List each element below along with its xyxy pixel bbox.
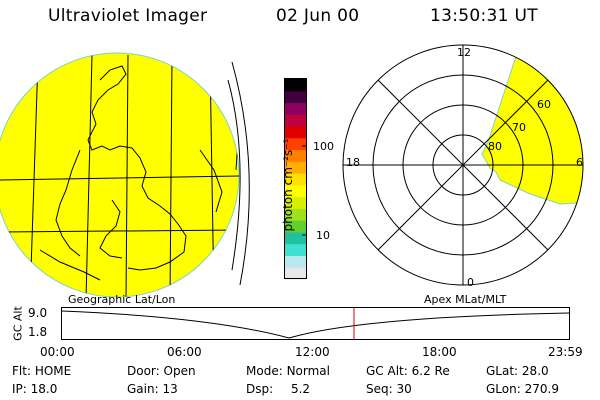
colorbar-stripe [285,208,306,221]
coastlines [39,65,239,281]
colorbar-stripe [285,184,306,198]
colorbar-stripe [285,137,306,151]
status-seq: Seq: 30 [366,382,412,396]
colorbar-unit-label: photon cm⁻²s⁻¹ [281,138,295,232]
timeline-xtick-1: 06:00 [167,345,202,359]
colorbar-tick-10: 10 [316,229,330,242]
observation-time: 13:50:31 UT [430,6,538,26]
timeline-xtick-4: 23:59 [548,345,583,359]
altitude-trace [61,310,570,339]
colorbar-stripe [285,114,306,127]
polar-lat-70: 70 [512,121,526,134]
globe-grid [0,54,239,297]
polar-label-18: 18 [346,156,360,169]
observation-date: 02 Jun 00 [276,6,360,26]
globe-image [0,52,250,298]
status-glon: GLon: 270.9 [486,382,559,396]
colorbar-stripe [285,173,306,186]
polar-lat-80: 80 [488,140,502,153]
status-gc-alt: GC Alt: 6.2 Re [366,364,450,378]
colorbar-stripe [285,243,306,256]
timeline-plot [61,307,570,340]
timeline-y-top: 9.0 [28,306,48,320]
polar-grid [342,44,584,286]
timeline-right-label: Apex MLat/MLT [424,293,507,306]
timeline-left-label: Geographic Lat/Lon [68,293,176,306]
polar-label-0: 0 [467,276,474,289]
polar-lat-60: 60 [537,98,551,111]
timeline-xtick-0: 00:00 [40,345,75,359]
colorbar-stripe [285,79,306,92]
instrument-title: Ultraviolet Imager [48,6,208,26]
colorbar-tick-100: 100 [313,140,334,153]
timeline-xtick-3: 18:00 [422,345,457,359]
colorbar-stripe [285,255,306,268]
colorbar-stripe [285,161,306,174]
colorbar-stripe [285,267,306,280]
polar-label-12: 12 [457,46,471,59]
colorbar-stripe [285,126,306,139]
status-dsp: Dsp: 5.2 [246,382,311,396]
colorbar-stripe [285,90,306,104]
status-door: Door: Open [127,364,196,378]
timeline-y-bottom: 1.8 [28,325,48,339]
colorbar-stripe [285,196,306,209]
globe-disk [0,52,240,298]
status-ip: IP: 18.0 [12,382,58,396]
polar-label-6: 6 [576,156,583,169]
status-glat: GLat: 28.0 [486,364,549,378]
status-gain: Gain: 13 [127,382,178,396]
colorbar [284,78,307,280]
timeline-ylabel: GC Alt [11,306,25,341]
colorbar-stripe [285,231,306,245]
colorbar-stripe [285,220,306,233]
timeline-xtick-2: 12:00 [295,345,330,359]
colorbar-stripe [285,149,306,162]
colorbar-stripe [285,102,306,115]
status-mode: Mode: Normal [246,364,330,378]
polar-emission-region [481,45,583,205]
polar-plot [342,44,584,286]
status-flt: Flt: HOME [12,364,72,378]
